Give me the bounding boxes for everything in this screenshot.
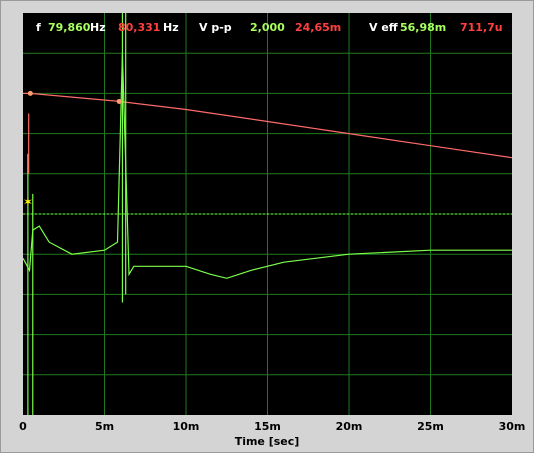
x-axis-label: Time [sec] <box>234 435 300 448</box>
x-tick-label: 25m <box>417 420 444 433</box>
x-tick-label: 15m <box>254 420 281 433</box>
freq-ch2-value: 80,331 <box>118 21 161 34</box>
x-axis-ticks: 0 5m 10m 15m 20m 25m 30m <box>0 420 534 434</box>
freq-unit-2: Hz <box>163 21 179 34</box>
freq-ch1-value: 79,860 <box>48 21 91 34</box>
cursor-icon: ✶ <box>23 195 33 209</box>
x-tick-label: 5m <box>94 420 115 433</box>
veff-label: V eff <box>369 21 398 34</box>
x-tick-label: 10m <box>172 420 200 433</box>
series-1-marker <box>116 98 122 104</box>
x-tick-label: 30m <box>498 420 526 433</box>
veff-ch1-value: 56,98m <box>400 21 447 34</box>
waveform-chart[interactable]: ✶ <box>23 13 512 415</box>
vpp-label: V p-p <box>199 21 232 34</box>
x-tick-label: 20m <box>335 420 363 433</box>
freq-unit-1: Hz <box>90 21 106 34</box>
series-2-line <box>23 53 512 279</box>
series-1-marker <box>27 90 33 96</box>
vpp-ch1-value: 2,000 <box>250 21 285 34</box>
veff-ch2-value: 711,7u <box>460 21 503 34</box>
x-tick-label: 0 <box>19 420 27 433</box>
series-1-line <box>23 92 512 159</box>
vpp-ch2-value: 24,65m <box>295 21 342 34</box>
freq-label: f <box>36 21 41 34</box>
